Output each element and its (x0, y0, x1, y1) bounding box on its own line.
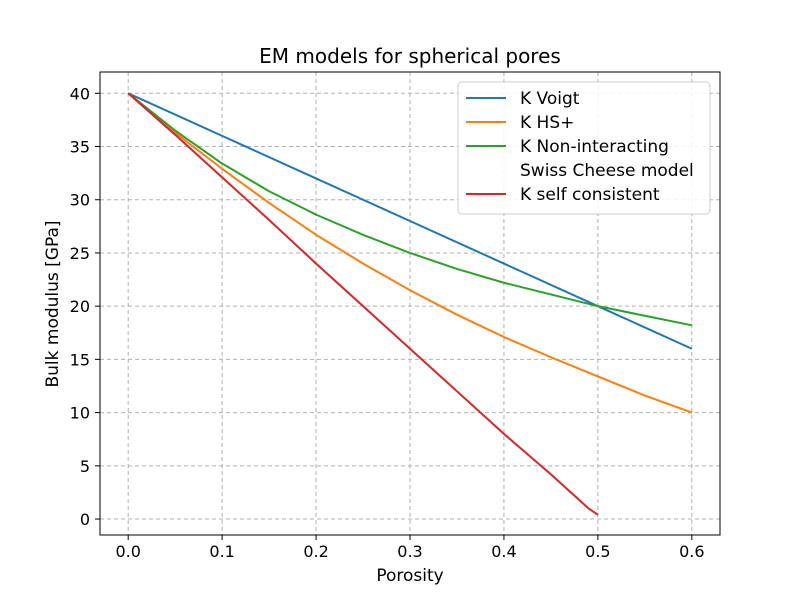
y-tick-label: 15 (70, 350, 90, 369)
x-tick-label: 0.0 (115, 542, 140, 561)
y-tick-label: 20 (70, 297, 90, 316)
x-tick-label: 0.5 (585, 542, 610, 561)
x-tick-label: 0.1 (209, 542, 234, 561)
plot-area: 0.0 0.1 0.2 0.3 0.4 0.5 0.6 0 5 10 15 20 25 30 35 40 (70, 71, 721, 561)
x-tick-label: 0.4 (491, 542, 516, 561)
legend: K Voigt K HS+ K Non-interacting Swiss Chees… (457, 81, 711, 215)
legend-label-2: K HS+ (520, 113, 574, 133)
legend-label-4: K self consistent (520, 185, 660, 205)
x-tick-label: 0.6 (679, 542, 704, 561)
series-group (127, 92, 693, 516)
y-tick-label: 30 (70, 191, 90, 210)
y-tick-label: 25 (70, 244, 90, 263)
series-line-2 (127, 92, 693, 414)
y-tick-label: 10 (70, 404, 90, 423)
x-tick-label: 0.2 (303, 542, 328, 561)
y-axis-label: Bulk modulus [GPa] (43, 220, 63, 387)
legend-label-3: K Non-interacting Swiss Cheese model (520, 137, 694, 181)
y-tick-label: 5 (80, 457, 90, 476)
chart-title: EM models for spherical pores (259, 44, 561, 68)
series-line-3 (127, 92, 693, 327)
legend-box (457, 81, 711, 215)
y-tick-label: 35 (70, 138, 90, 157)
x-tick-label: 0.3 (397, 542, 422, 561)
series-line-4 (127, 92, 599, 516)
y-tick-label: 0 (80, 510, 90, 529)
y-tick-label: 40 (70, 84, 90, 103)
x-axis-ticks: 0.0 0.1 0.2 0.3 0.4 0.5 0.6 (115, 535, 705, 561)
x-axis-label: Porosity (376, 566, 443, 586)
y-axis-ticks: 0 5 10 15 20 25 30 35 40 (70, 84, 100, 529)
legend-label-1: K Voigt (520, 89, 580, 109)
